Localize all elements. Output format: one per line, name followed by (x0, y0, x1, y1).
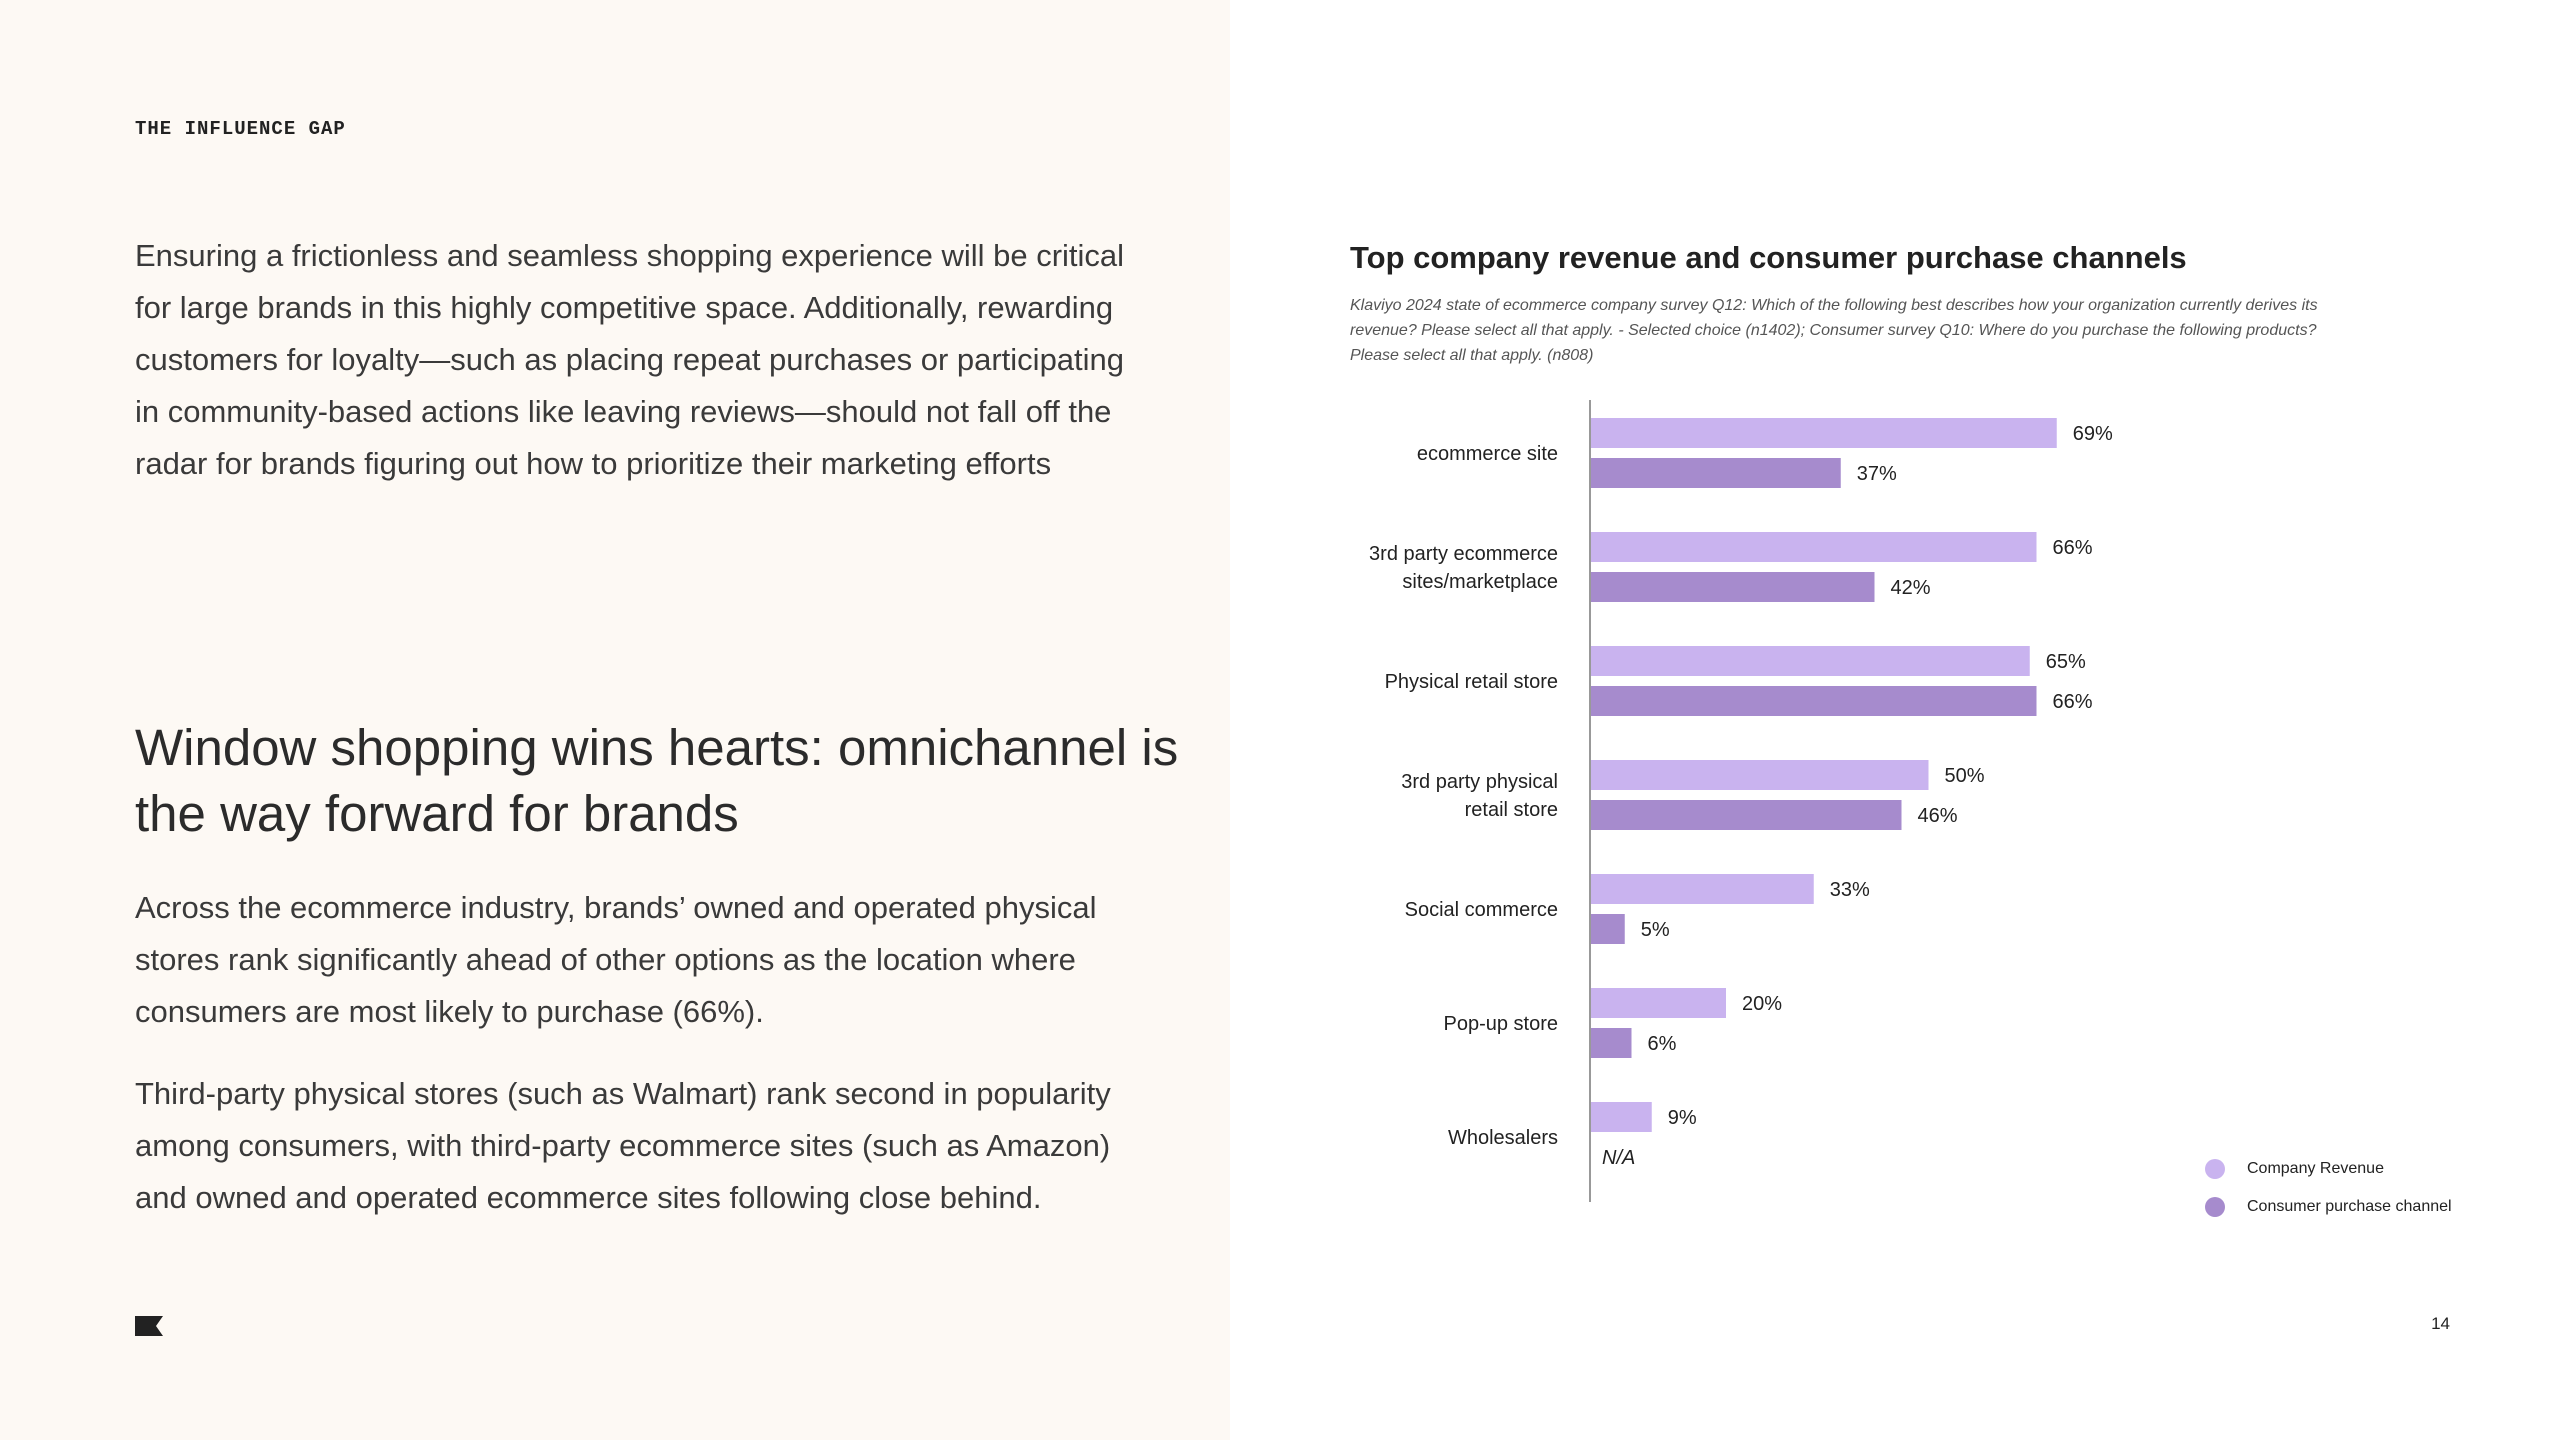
bar-company-revenue (1591, 1102, 1652, 1132)
bar-company-revenue (1591, 418, 2057, 448)
data-label: 33% (1830, 879, 1870, 901)
data-label: 20% (1742, 993, 1782, 1015)
klaviyo-flag-icon (135, 1316, 163, 1336)
left-panel (0, 0, 1230, 1440)
category-label: Social commerce (1405, 899, 1558, 921)
bar-company-revenue (1591, 874, 1814, 904)
bar-company-revenue (1591, 532, 2037, 562)
data-label: 65% (2046, 651, 2086, 673)
bar-company-revenue (1591, 988, 1726, 1018)
category-label: ecommerce site (1417, 443, 1558, 465)
data-label: 46% (1918, 805, 1958, 827)
data-label: 66% (2053, 691, 2093, 713)
bar-consumer-channel (1591, 800, 1902, 830)
bar-consumer-channel (1591, 1028, 1632, 1058)
legend-item-company-revenue: Company Revenue (2205, 1150, 2452, 1188)
data-label: 42% (1891, 577, 1931, 599)
page-number: 14 (2431, 1314, 2450, 1333)
bar-consumer-channel (1591, 458, 1841, 488)
bar-consumer-channel (1591, 914, 1625, 944)
legend-label-company-revenue: Company Revenue (2247, 1160, 2384, 1177)
legend-swatch-consumer-channel (2205, 1197, 2225, 1217)
chart-legend: Company Revenue Consumer purchase channe… (2205, 1150, 2452, 1226)
category-label: Wholesalers (1448, 1127, 1558, 1149)
category-label: Pop-up store (1443, 1013, 1558, 1035)
legend-swatch-company-revenue (2205, 1159, 2225, 1179)
data-label-na: N/A (1602, 1147, 1635, 1169)
category-label: Physical retail store (1385, 671, 1558, 693)
body-paragraph-1: Across the ecommerce industry, brands’ o… (135, 890, 1097, 1029)
bar-chart: ecommerce site 69% 37% 3rd party ecommerce s… (1369, 400, 2113, 1202)
body-paragraph-2: Third-party physical stores (such as Wal… (135, 1076, 1111, 1215)
data-label: 66% (2053, 537, 2093, 559)
data-label: 69% (2073, 423, 2113, 445)
data-label: 5% (1641, 919, 1670, 941)
data-label: 37% (1857, 463, 1897, 485)
bar-company-revenue (1591, 760, 1929, 790)
intro-paragraph: Ensuring a frictionless and seamless sho… (135, 238, 1125, 481)
bar-company-revenue (1591, 646, 2030, 676)
section-heading: Window shopping wins hearts: omnichannel… (135, 719, 1179, 842)
category-label: 3rd party ecommerce sites/marketplace (1369, 543, 1558, 593)
right-panel (1230, 0, 2560, 1440)
category-label: 3rd party physical retail store (1401, 771, 1558, 821)
bar-consumer-channel (1591, 572, 1875, 602)
data-label: 50% (1945, 765, 1985, 787)
legend-label-consumer-channel: Consumer purchase channel (2247, 1198, 2452, 1215)
section-label: THE INFLUENCE GAP (135, 118, 346, 140)
data-label: 6% (1648, 1033, 1677, 1055)
bar-consumer-channel (1591, 686, 2037, 716)
chart-title: Top company revenue and consumer purchas… (1350, 240, 2187, 275)
chart-source-note: Klaviyo 2024 state of ecommerce company … (1350, 297, 2318, 364)
legend-item-consumer-channel: Consumer purchase channel (2205, 1188, 2452, 1226)
data-label: 9% (1668, 1107, 1697, 1129)
